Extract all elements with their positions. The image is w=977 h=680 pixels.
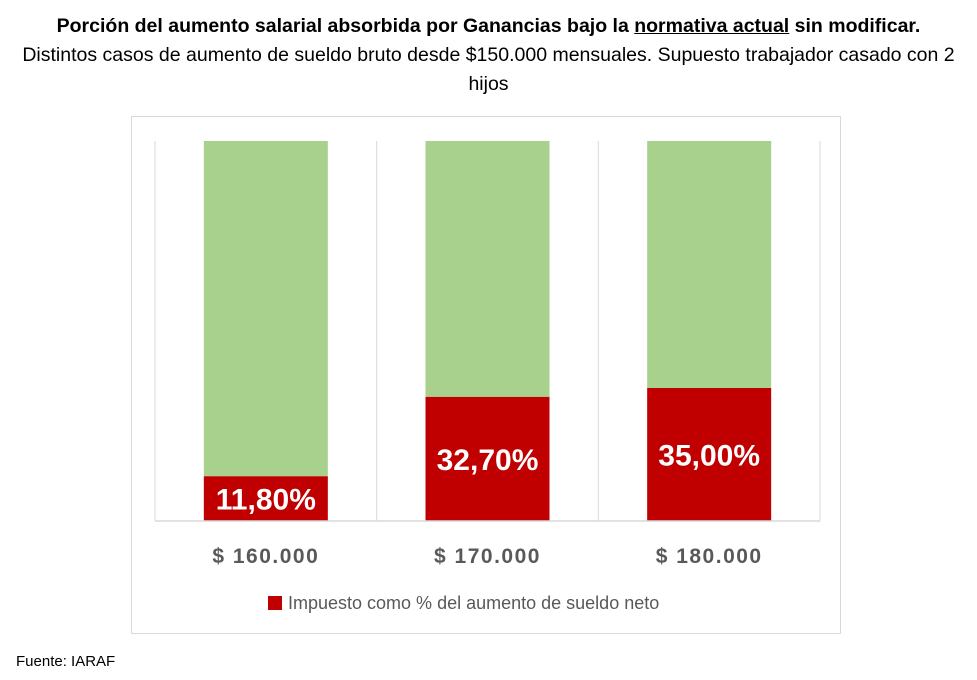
x-tick-label-1: $ 160.000	[212, 545, 319, 568]
bar-rest-3	[647, 141, 772, 388]
title-underlined: normativa actual	[634, 15, 790, 37]
data-label-2: 32,70%	[437, 444, 539, 477]
x-tick-label-2: $ 170.000	[434, 545, 541, 568]
bar-rest-1	[203, 141, 328, 477]
bar-tax-1	[203, 476, 328, 521]
source-note: Fuente: IARAF	[16, 653, 116, 670]
bar-rest-2	[425, 141, 550, 397]
data-label-1: 11,80%	[216, 484, 316, 517]
x-tick-label-3: $ 180.000	[656, 545, 763, 568]
title-bold-part1: Porción del aumento salarial absorbida p…	[56, 15, 629, 37]
stacked-bar-chart: 11,80% $ 160.000 32,70% $ 170.000 35,00% $ 18…	[154, 141, 821, 613]
legend-label: Impuesto como % del aumento de sueldo ne…	[288, 593, 659, 613]
title-bold-part2: sin modificar.	[794, 15, 921, 37]
bar-tax-3	[647, 388, 772, 521]
chart-subtitle: Distintos casos de aumento de sueldo bru…	[22, 44, 955, 95]
chart-frame: 11,80% $ 160.000 32,70% $ 170.000 35,00% $ 18…	[131, 116, 841, 634]
legend-swatch	[268, 596, 282, 610]
data-label-3: 35,00%	[658, 440, 760, 473]
bar-tax-2	[425, 396, 550, 521]
chart-title: Porción del aumento salarial absorbida p…	[20, 12, 957, 99]
